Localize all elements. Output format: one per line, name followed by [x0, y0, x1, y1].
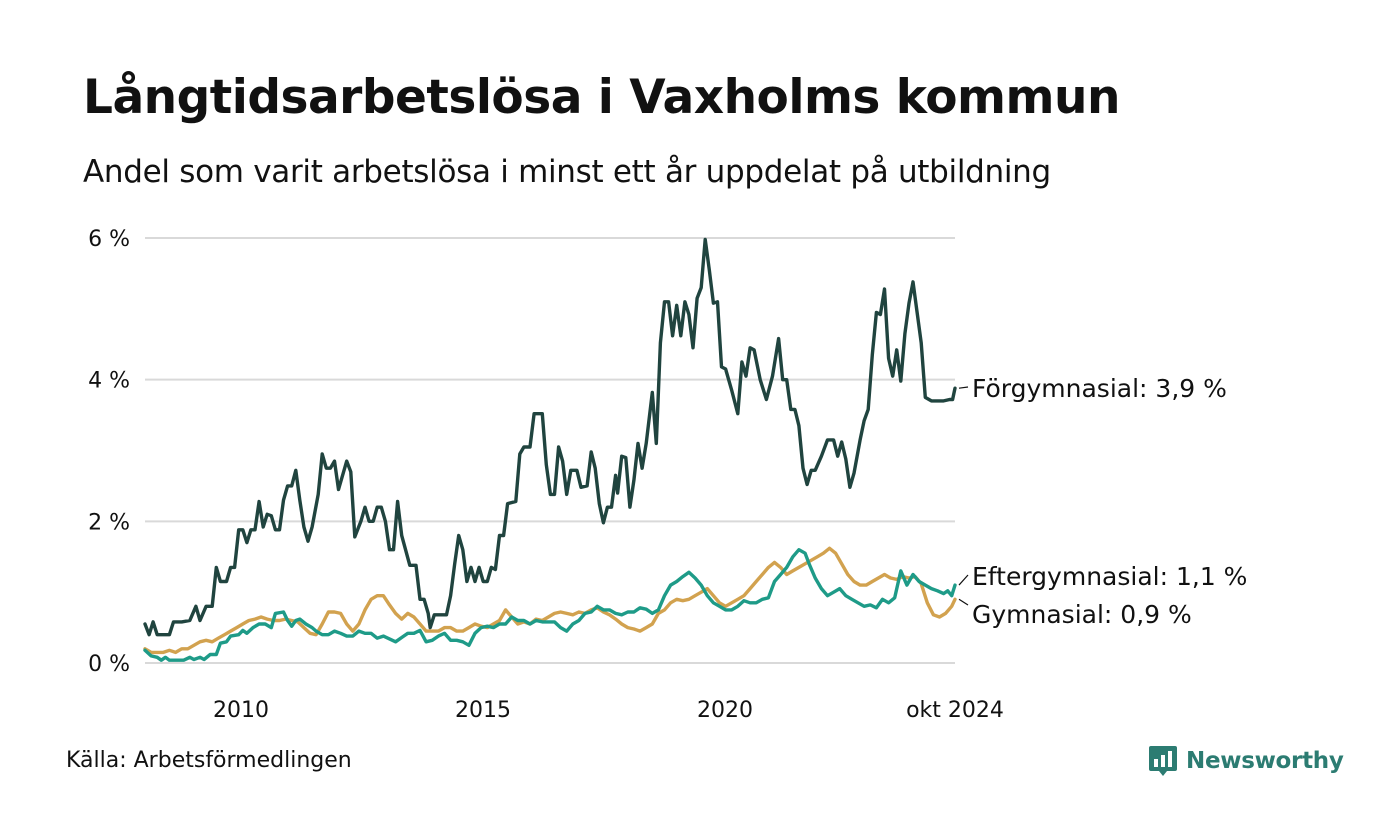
- brand-name: Newsworthy: [1186, 748, 1344, 774]
- x-tick-label: 2020: [697, 698, 753, 723]
- y-tick-label: 6 %: [88, 227, 130, 252]
- y-tick-label: 0 %: [88, 652, 130, 677]
- leader-line: [958, 574, 969, 586]
- gridlines: [145, 237, 955, 664]
- series-line-eftergymnasial[interactable]: [143, 548, 957, 662]
- source-note: Källa: Arbetsförmedlingen: [66, 748, 352, 773]
- y-tick-label: 2 %: [88, 510, 130, 535]
- series-end-labels: Förgymnasial: 3,9 % Eftergymnasial: 1,1 %…: [958, 374, 1247, 629]
- series-end-label: Gymnasial: 0,9 %: [972, 600, 1192, 629]
- chart-subtitle: Andel som varit arbetslösa i minst ett å…: [83, 154, 1051, 190]
- leader-line: [958, 598, 969, 606]
- x-tick-label: 2015: [455, 698, 511, 723]
- newsworthy-logo-icon: [1149, 746, 1177, 776]
- series-end-label: Eftergymnasial: 1,1 %: [972, 562, 1247, 591]
- y-tick-label: 4 %: [88, 369, 130, 394]
- x-tick-label: okt 2024: [906, 698, 1004, 723]
- series-line-gymnasial[interactable]: [143, 546, 957, 655]
- x-tick-label: 2010: [213, 698, 269, 723]
- y-axis-ticks: 0 % 2 % 4 % 6 %: [88, 227, 130, 677]
- brand-logo[interactable]: Newsworthy: [1148, 744, 1344, 778]
- leader-line: [958, 386, 969, 389]
- series-line-förgymnasial[interactable]: [143, 237, 957, 637]
- series-lines: [143, 237, 957, 662]
- x-axis-ticks: 2010 2015 2020 okt 2024: [213, 698, 1004, 723]
- chart-title: Långtidsarbetslösa i Vaxholms kommun: [83, 70, 1120, 125]
- series-end-label: Förgymnasial: 3,9 %: [972, 374, 1227, 403]
